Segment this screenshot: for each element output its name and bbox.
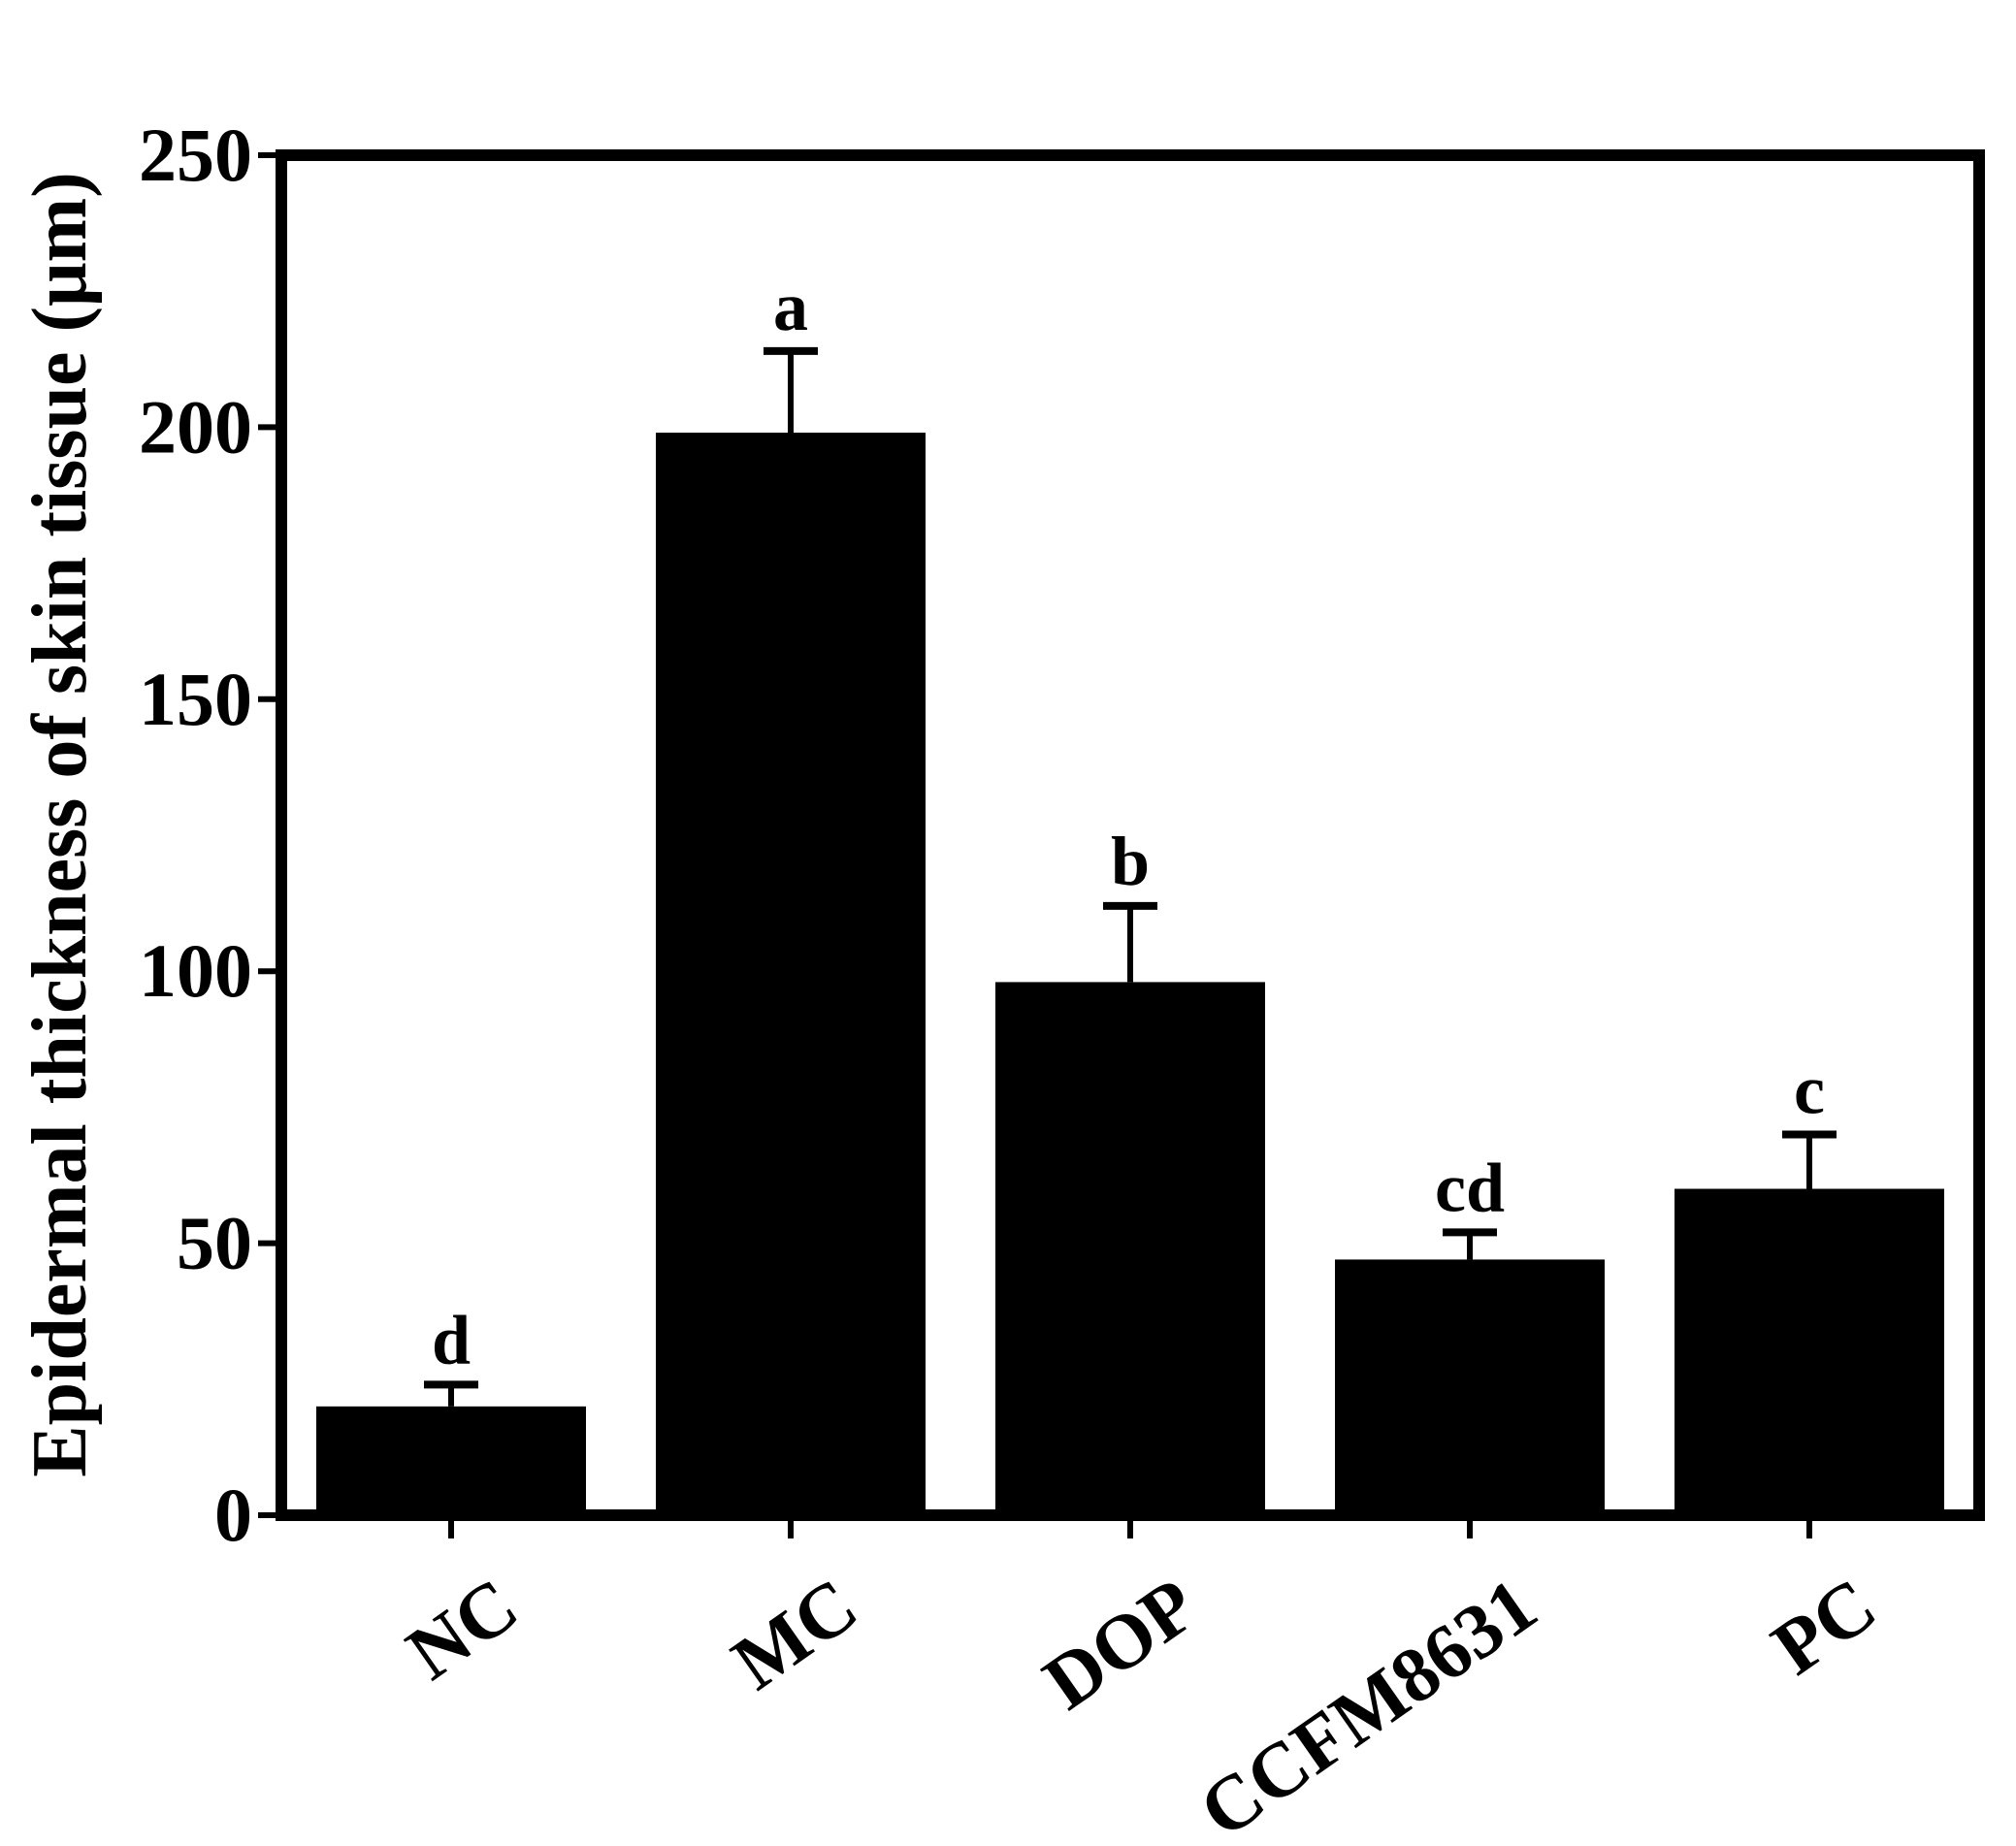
bars-group [316, 433, 1944, 1515]
x-tick-label-nc: NC [392, 1563, 533, 1697]
bar-nc [316, 1406, 586, 1515]
y-tick-label-0: 0 [214, 1473, 252, 1557]
bar-mc [656, 433, 926, 1515]
y-tick-label-100: 100 [139, 928, 252, 1013]
x-tick-label-pc: PC [1758, 1563, 1892, 1692]
y-tick-label-200: 200 [139, 384, 252, 469]
y-axis-ticks-group: 0 50 100 150 200 250 [139, 113, 281, 1557]
bar-pc [1675, 1188, 1944, 1515]
x-tick-label-mc: MC [718, 1563, 873, 1707]
significance-label-pc: c [1794, 1051, 1825, 1128]
x-tick-label-dop: DOP [1029, 1563, 1213, 1727]
y-axis-title: Epidermal thickness of skin tissue (μm) [17, 172, 103, 1476]
bar-dop [995, 982, 1265, 1515]
y-tick-label-250: 250 [139, 113, 252, 197]
significance-label-nc: d [432, 1301, 471, 1378]
y-tick-label-150: 150 [139, 657, 252, 741]
bar-ccfm8631 [1335, 1259, 1605, 1515]
significance-labels-group: d a b cd c [432, 268, 1825, 1379]
x-tick-label-ccfm8631: CCFM8631 [1185, 1563, 1551, 1846]
significance-label-mc: a [773, 268, 808, 345]
error-bars-group [424, 346, 1837, 1407]
significance-label-ccfm8631: cd [1435, 1149, 1505, 1226]
y-tick-label-50: 50 [177, 1201, 252, 1285]
significance-label-dop: b [1111, 823, 1150, 900]
y-axis-title-group: Epidermal thickness of skin tissue (μm) [17, 172, 103, 1476]
